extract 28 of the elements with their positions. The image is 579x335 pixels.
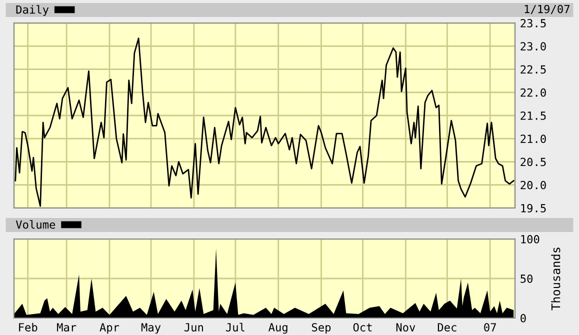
legend-label: Volume [16,220,56,229]
y-tick-label: 21.5 [520,112,546,120]
x-tick-label: Nov [396,323,416,332]
x-tick-label: 07 [484,323,496,332]
y-tick-label: 19.5 [521,204,546,212]
y-tick-label: 100 [521,235,540,244]
x-tick-label: Sep [312,323,331,334]
x-tick-label: Aug [268,323,288,334]
legend-label: Daily [16,5,49,16]
y-tick-label: 22.5 [520,65,546,74]
x-tick-label: May [141,323,161,334]
x-tick-label: Dec [438,323,456,332]
y-axis-title: Thousands [551,248,560,310]
y-tick-label: 0 [520,314,526,322]
x-tick-label: Jul [226,322,244,332]
x-tick-label: Jun [184,323,203,332]
text: 1/19/07 [524,4,570,14]
y-tick-label: 23.5 [520,19,546,28]
y-tick-label: 50 [520,274,533,283]
y-tick-label: 21.0 [520,134,546,144]
y-tick-label: 20.5 [520,158,546,166]
y-tick-label: 23.0 [520,42,546,51]
x-tick-label: Apr [100,323,120,334]
x-tick-label: Mar [57,323,76,332]
y-tick-label: 20.0 [520,180,546,190]
y-tick-label: 22.0 [520,88,546,97]
x-tick-label: Oct [353,323,372,332]
x-tick-label: Feb [19,322,38,332]
